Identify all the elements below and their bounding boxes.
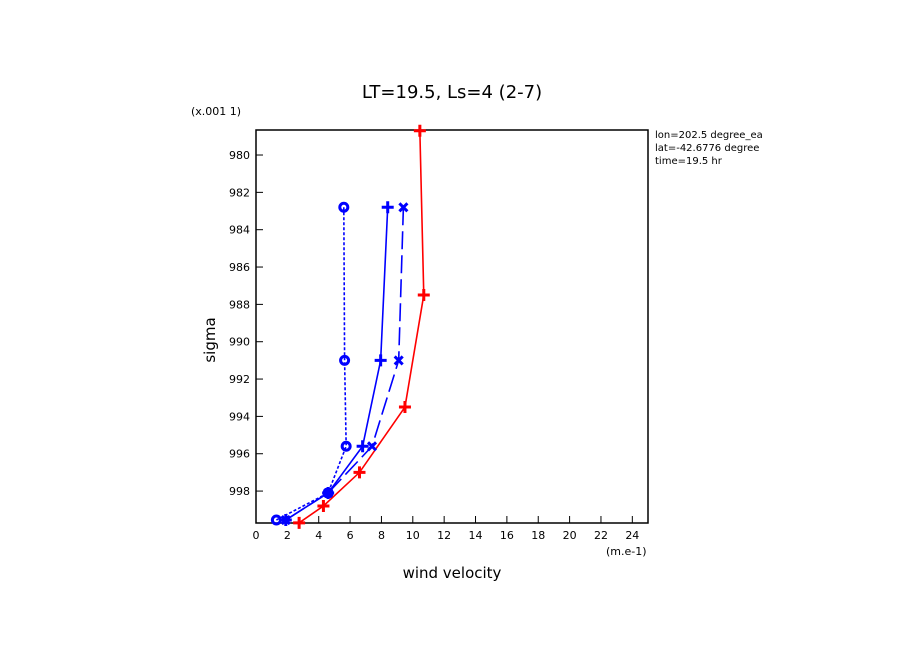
marker bbox=[270, 514, 282, 526]
y-axis-label: sigma bbox=[201, 317, 219, 362]
y-tick-label: 980 bbox=[229, 149, 250, 162]
x-tick-label: 24 bbox=[625, 529, 639, 542]
x-tick-label: 2 bbox=[284, 529, 291, 542]
x-tick-label: 22 bbox=[594, 529, 608, 542]
annotation: lat=-42.6776 degree bbox=[655, 143, 759, 154]
x-tick-label: 18 bbox=[531, 529, 545, 542]
y-tick-label: 994 bbox=[229, 410, 250, 423]
y-tick-label: 992 bbox=[229, 373, 250, 386]
y-tick-label: 984 bbox=[229, 224, 250, 237]
x-tick-label: 12 bbox=[437, 529, 451, 542]
marker bbox=[413, 124, 426, 137]
marker bbox=[340, 440, 352, 452]
marker bbox=[317, 500, 330, 513]
marker bbox=[374, 354, 387, 367]
marker bbox=[322, 487, 334, 499]
marker bbox=[356, 440, 369, 453]
series-line bbox=[298, 130, 425, 524]
annotation: lon=202.5 degree_ea bbox=[655, 130, 763, 141]
x-tick-label: 10 bbox=[406, 529, 420, 542]
y-tick-label: 990 bbox=[229, 336, 250, 349]
y-tick-label: 982 bbox=[229, 186, 250, 199]
y-tick-label: 988 bbox=[229, 298, 250, 311]
annotation: time=19.5 hr bbox=[655, 156, 723, 167]
chart-title: LT=19.5, Ls=4 (2-7) bbox=[362, 82, 542, 103]
x-tick-label: 8 bbox=[378, 529, 385, 542]
x-tick-label: 20 bbox=[563, 529, 577, 542]
marker bbox=[417, 289, 430, 302]
x-tick-label: 4 bbox=[315, 529, 322, 542]
series-line bbox=[276, 207, 347, 521]
annotations: lon=202.5 degree_ea lat=-42.6776 degree … bbox=[655, 130, 763, 167]
marker bbox=[366, 441, 378, 452]
plot-frame bbox=[255, 129, 649, 524]
marker bbox=[338, 201, 350, 213]
marker bbox=[293, 516, 306, 529]
x-tick-label: 0 bbox=[253, 529, 260, 542]
y-tick-label: 996 bbox=[229, 448, 250, 461]
marker bbox=[398, 202, 409, 213]
y-scale-label: (x.001 1) bbox=[191, 105, 241, 118]
y-tick-label: 986 bbox=[229, 261, 250, 274]
y-tick-label: 998 bbox=[229, 485, 250, 498]
marker bbox=[339, 354, 351, 366]
marker bbox=[353, 466, 366, 479]
x-tick-label: 6 bbox=[347, 529, 354, 542]
marker bbox=[398, 401, 411, 414]
x-tick-label: 16 bbox=[500, 529, 514, 542]
x-unit-label: (m.e-1) bbox=[606, 545, 647, 558]
marker bbox=[381, 201, 394, 214]
series-line bbox=[285, 207, 389, 521]
x-axis-label: wind velocity bbox=[403, 564, 502, 582]
x-tick-label: 14 bbox=[469, 529, 483, 542]
marker bbox=[393, 355, 404, 366]
